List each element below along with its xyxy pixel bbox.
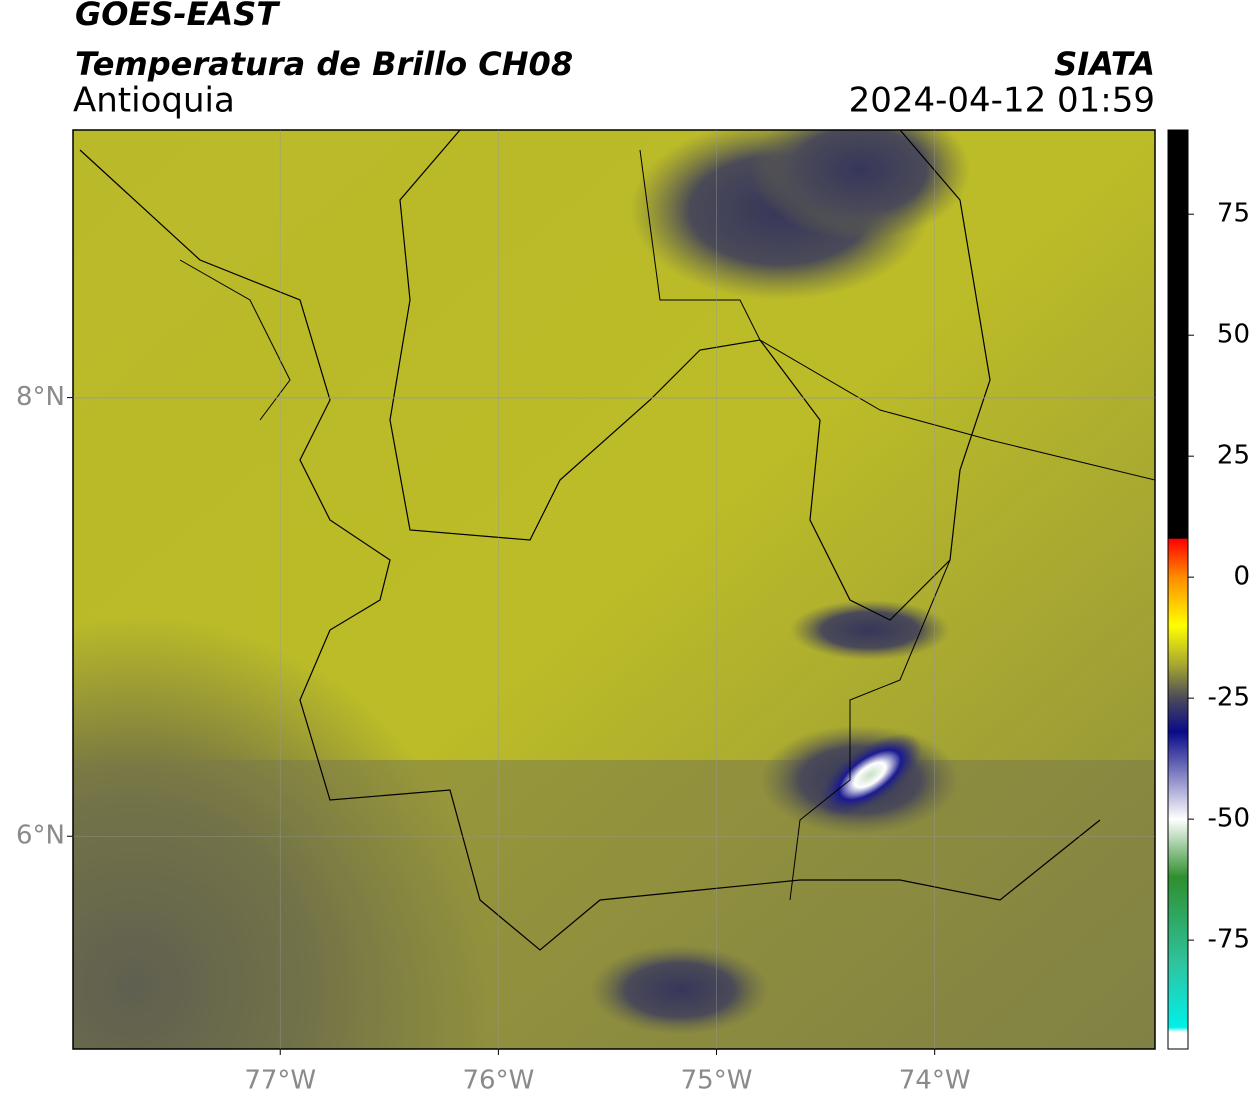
x-tick-label: 74°W [899, 1066, 971, 1096]
source: SIATA [1054, 45, 1155, 83]
y-tick-label: 6°N [16, 821, 65, 851]
map-frame [72, 129, 1156, 1050]
x-tick-label: 77°W [244, 1066, 316, 1096]
map-image [73, 130, 1155, 1049]
subtitle: Temperatura de Brillo CH08 [75, 45, 573, 83]
title: GOES-EAST [75, 0, 280, 33]
colorbar-tick-label: -50 [1208, 804, 1250, 834]
y-tick-label: 8°N [16, 382, 65, 412]
colorbar-tick-label: 25 [1217, 441, 1250, 471]
colorbar-tick-label: -75 [1208, 925, 1250, 955]
region: Antioquia [73, 81, 235, 121]
datetime: 2024-04-12 01:59 [849, 81, 1155, 121]
colorbar-tick-label: -25 [1208, 683, 1250, 713]
x-tick-label: 76°W [462, 1066, 534, 1096]
colorbar-tick-label: 75 [1217, 199, 1250, 229]
colorbar-tick-label: 0 [1233, 562, 1250, 592]
colorbar-tick-label: 50 [1217, 320, 1250, 350]
colorbar [1167, 129, 1189, 1050]
x-tick-label: 75°W [681, 1066, 753, 1096]
